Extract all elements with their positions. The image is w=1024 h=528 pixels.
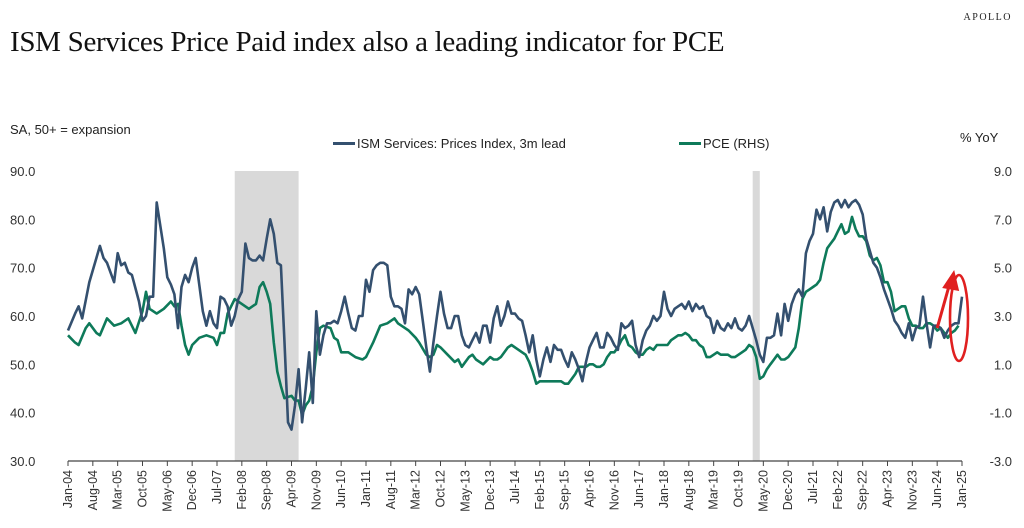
x-tick-label: Dec-13 [483,470,497,510]
x-tick-label: Apr-23 [881,470,895,508]
x-tick-label: May-20 [756,470,770,512]
left-tick-label: 80.0 [10,212,35,227]
x-axis: Jan-04 Aug-04 Mar-05 Oct-05 May-06 Dec-06 Jul-… [61,460,969,512]
left-axis-label: SA, 50+ = expansion [10,122,131,137]
legend-item-pce: PCE (RHS) [679,136,769,151]
right-axis: -3.0 -1.0 1.0 3.0 5.0 7.0 9.0 [990,164,1012,469]
recession-bar [752,171,760,461]
x-tick-label: Nov-23 [905,470,919,510]
x-tick-label: Apr-09 [285,470,299,508]
x-tick-label: Feb-15 [533,470,547,510]
left-tick-label: 70.0 [10,261,35,276]
left-tick-label: 40.0 [10,406,35,421]
x-tick-label: Mar-05 [111,470,125,510]
left-tick-label: 50.0 [10,357,35,372]
right-tick-label: -3.0 [990,454,1012,469]
chart-title: ISM Services Price Paid index also a lea… [10,26,725,58]
left-tick-label: 60.0 [10,309,35,324]
x-tick-label: Mar-12 [409,470,423,510]
x-tick-label: Dec-06 [185,470,199,510]
x-tick-label: Oct-12 [434,470,448,508]
x-tick-label: Jan-04 [61,470,75,508]
x-tick-label: Aug-04 [86,470,100,510]
legend-item-ism: ISM Services: Prices Index, 3m lead [333,136,566,151]
annotations [935,270,970,363]
x-tick-label: Aug-11 [384,470,398,509]
left-tick-label: 90.0 [10,164,35,179]
x-tick-label: Oct-05 [136,470,150,508]
x-tick-label: Jun-10 [334,470,348,508]
x-tick-label: Sep-08 [260,470,274,510]
x-tick-label: Sep-22 [856,470,870,510]
right-tick-label: 3.0 [994,309,1012,324]
right-tick-label: -1.0 [990,406,1012,421]
x-tick-label: Jul-14 [508,470,522,504]
x-tick-label: Sep-15 [558,470,572,510]
x-tick-label: Feb-22 [831,470,845,510]
x-tick-label: Feb-08 [235,470,249,510]
right-tick-label: 5.0 [994,261,1012,276]
x-tick-label: Jun-24 [930,470,944,508]
series-line-pce [67,215,960,417]
x-tick-label: Jan-25 [955,470,969,508]
annotation-arrow-head [942,270,960,291]
x-tick-label: Nov-09 [309,470,323,510]
right-axis-label: % YoY [960,130,999,145]
x-tick-label: Aug-18 [682,470,696,510]
annotation-ellipse [948,273,970,363]
right-tick-label: 9.0 [994,164,1012,179]
x-tick-label: Jun-17 [632,470,646,508]
x-tick-label: Dec-20 [781,470,795,510]
x-tick-label: Jan-11 [359,470,373,507]
x-tick-label: May-06 [160,470,174,512]
x-tick-label: May-13 [458,470,472,512]
legend-swatch-pce [679,142,701,145]
x-tick-label: Nov-16 [607,470,621,510]
x-tick-label: Mar-19 [707,470,721,510]
x-tick-label: Jan-18 [657,470,671,508]
x-tick-label: Jul-21 [806,470,820,504]
legend-label-pce: PCE (RHS) [703,136,770,151]
series-layer [66,198,964,431]
series-line-ism [66,198,964,431]
legend-label-ism: ISM Services: Prices Index, 3m lead [357,136,566,151]
left-axis: 30.0 40.0 50.0 60.0 70.0 80.0 90.0 [10,164,35,469]
brand-logo: APOLLO [963,12,1012,23]
x-tick-label: Jul-07 [210,470,224,504]
annotation-arrow-shaft [935,281,952,329]
right-tick-label: 1.0 [994,357,1012,372]
right-tick-label: 7.0 [994,212,1012,227]
left-tick-label: 30.0 [10,454,35,469]
recession-shading [234,171,760,461]
x-tick-label: Apr-16 [583,470,597,508]
x-tick-label: Oct-19 [732,470,746,508]
legend-swatch-ism [333,142,355,145]
